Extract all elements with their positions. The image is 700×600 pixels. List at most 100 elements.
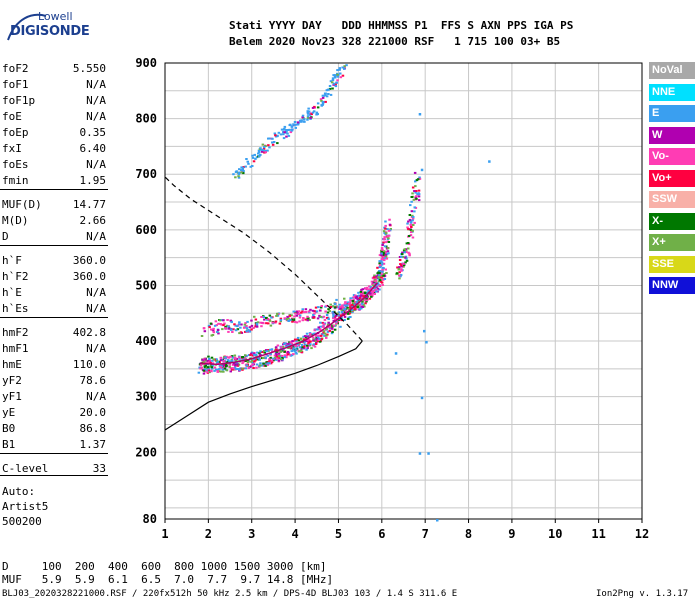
echo-point bbox=[273, 132, 277, 135]
echo-point bbox=[326, 330, 330, 333]
echo-point bbox=[260, 325, 263, 328]
echo-point bbox=[234, 329, 238, 332]
echo-point bbox=[314, 343, 318, 345]
echo-point bbox=[322, 325, 325, 328]
echo-point bbox=[292, 310, 295, 313]
echo-point bbox=[200, 335, 204, 337]
echo-point bbox=[394, 352, 398, 355]
echo-point bbox=[351, 300, 355, 302]
echo-point bbox=[274, 135, 278, 138]
echo-point bbox=[309, 116, 312, 119]
echo-point bbox=[343, 318, 346, 321]
echo-point bbox=[254, 358, 257, 361]
param-key: M(D) bbox=[2, 214, 29, 227]
echo-point bbox=[378, 275, 381, 278]
echo-point bbox=[374, 288, 377, 291]
echo-point bbox=[337, 311, 341, 314]
echo-point bbox=[207, 361, 211, 364]
echo-point bbox=[287, 129, 290, 131]
echo-point bbox=[323, 318, 327, 321]
echo-point bbox=[222, 359, 226, 362]
echo-point bbox=[401, 253, 404, 256]
echo-point bbox=[268, 137, 271, 140]
echo-point bbox=[246, 320, 249, 323]
echo-point bbox=[325, 304, 328, 307]
param-row: h`Es N/A bbox=[2, 302, 106, 316]
y-tick-label: 200 bbox=[135, 445, 157, 459]
param-key: MUF(D) bbox=[2, 198, 42, 211]
echo-point bbox=[384, 268, 387, 271]
echo-point bbox=[240, 166, 243, 169]
echo-point bbox=[300, 119, 303, 122]
param-key: h`F bbox=[2, 254, 22, 267]
echo-point bbox=[265, 361, 268, 364]
echo-point bbox=[400, 255, 403, 258]
echo-point bbox=[412, 198, 416, 201]
echo-point bbox=[303, 341, 306, 343]
echo-point bbox=[269, 324, 273, 327]
echo-point bbox=[338, 303, 341, 306]
echo-point bbox=[348, 310, 352, 313]
echo-point bbox=[282, 346, 285, 348]
echo-point bbox=[212, 327, 215, 330]
echo-point bbox=[381, 257, 384, 260]
echo-point bbox=[343, 67, 346, 70]
echo-point bbox=[286, 353, 290, 356]
x-tick-label: 2 bbox=[205, 527, 212, 541]
echo-point bbox=[381, 244, 384, 246]
echo-point bbox=[259, 147, 262, 150]
param-row: yE 20.0 bbox=[2, 406, 106, 420]
echo-point bbox=[331, 77, 335, 80]
echo-point bbox=[337, 306, 340, 309]
echo-point bbox=[354, 305, 357, 308]
echo-point bbox=[296, 338, 299, 341]
param-key: hmF2 bbox=[2, 326, 29, 339]
echo-point bbox=[247, 367, 250, 369]
echo-point bbox=[300, 343, 304, 346]
echo-point bbox=[297, 344, 300, 347]
echo-point bbox=[378, 254, 382, 257]
echo-point bbox=[264, 151, 267, 154]
echo-point bbox=[385, 272, 388, 274]
echo-point bbox=[224, 356, 227, 359]
echo-point bbox=[255, 363, 259, 366]
echo-point bbox=[210, 356, 214, 359]
param-row: M(D) 2.66 bbox=[2, 214, 106, 228]
echo-point bbox=[328, 325, 331, 328]
x-tick-label: 4 bbox=[291, 527, 298, 541]
echo-point bbox=[328, 329, 331, 332]
echo-point bbox=[222, 370, 225, 373]
echo-point bbox=[235, 368, 238, 370]
echo-point bbox=[388, 218, 391, 221]
y-tick-label: 500 bbox=[135, 278, 157, 292]
echo-point bbox=[365, 288, 369, 291]
echo-point bbox=[207, 355, 210, 358]
echo-point bbox=[375, 285, 378, 288]
echo-point bbox=[379, 279, 382, 282]
echo-point bbox=[360, 305, 363, 308]
echo-point bbox=[275, 350, 279, 353]
echo-point bbox=[414, 191, 417, 194]
echo-point bbox=[203, 368, 207, 371]
echo-point bbox=[378, 284, 381, 287]
echo-point bbox=[382, 238, 386, 241]
echo-point bbox=[255, 325, 259, 328]
echo-point bbox=[234, 171, 238, 174]
echo-point bbox=[327, 318, 330, 321]
echo-point bbox=[225, 369, 229, 372]
param-row: hmF1 N/A bbox=[2, 342, 106, 356]
echo-point bbox=[229, 367, 233, 370]
echo-point bbox=[197, 371, 201, 374]
echo-point bbox=[246, 160, 249, 163]
echo-point bbox=[352, 296, 355, 299]
echo-point bbox=[406, 222, 409, 225]
echo-point bbox=[251, 363, 254, 366]
echo-point bbox=[356, 306, 359, 309]
echo-point bbox=[414, 185, 417, 188]
echo-point bbox=[257, 151, 261, 154]
echo-point bbox=[269, 362, 273, 365]
echo-point bbox=[289, 131, 293, 134]
echo-point bbox=[298, 119, 302, 122]
echo-point bbox=[283, 354, 287, 357]
echo-point bbox=[373, 290, 376, 293]
